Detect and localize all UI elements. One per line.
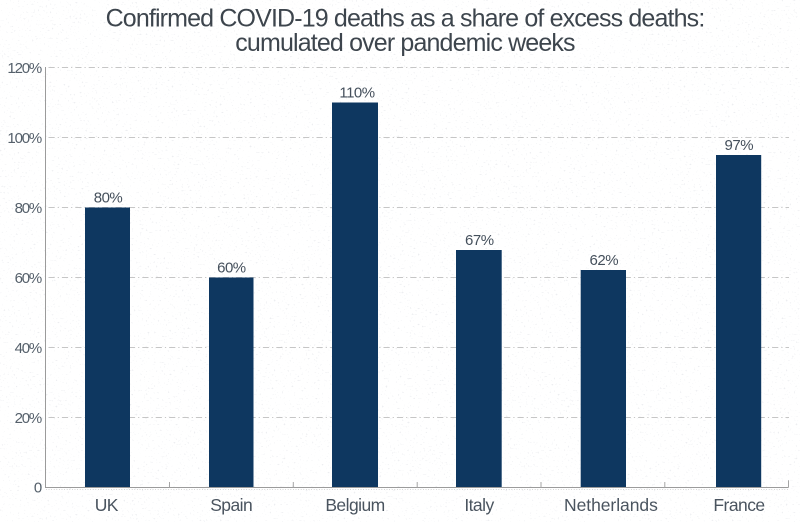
- svg-text:Spain: Spain: [210, 495, 252, 515]
- svg-text:120%: 120%: [7, 60, 41, 77]
- svg-text:60%: 60%: [15, 270, 42, 287]
- svg-text:60%: 60%: [217, 260, 246, 277]
- svg-text:110%: 110%: [339, 85, 374, 102]
- svg-text:67%: 67%: [465, 232, 494, 249]
- svg-text:97%: 97%: [725, 137, 754, 154]
- svg-text:100%: 100%: [7, 130, 41, 147]
- svg-text:62%: 62%: [590, 252, 619, 269]
- svg-text:0: 0: [34, 480, 42, 497]
- svg-text:Italy: Italy: [464, 495, 494, 515]
- svg-text:Confirmed COVID-19 deaths as a: Confirmed COVID-19 deaths as a share of …: [106, 5, 705, 33]
- svg-text:80%: 80%: [94, 190, 123, 207]
- svg-text:France: France: [713, 495, 764, 515]
- svg-text:20%: 20%: [15, 410, 42, 427]
- svg-text:cumulated over pandemic weeks: cumulated over pandemic weeks: [235, 29, 575, 57]
- svg-text:80%: 80%: [15, 200, 42, 217]
- svg-text:UK: UK: [95, 495, 119, 515]
- svg-text:Netherlands: Netherlands: [564, 495, 658, 515]
- svg-text:Belgium: Belgium: [325, 495, 384, 515]
- svg-text:40%: 40%: [15, 340, 42, 357]
